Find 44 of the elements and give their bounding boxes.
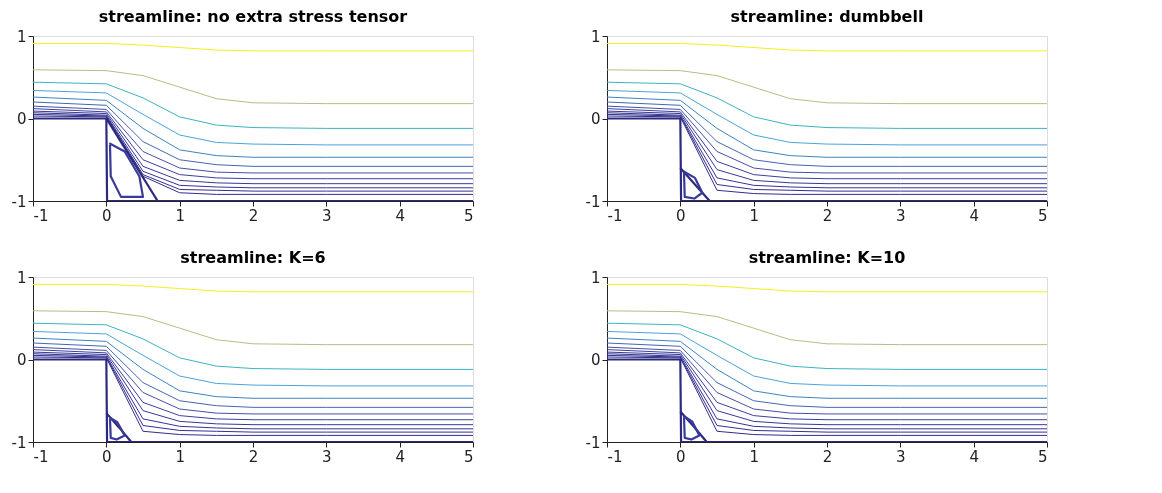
x-tick-label: 2 bbox=[248, 447, 259, 466]
x-tick-label: 3 bbox=[896, 447, 906, 466]
x-tick-label: 1 bbox=[749, 447, 759, 466]
chart-title: streamline: dumbbell bbox=[730, 7, 924, 26]
x-tick-label: 2 bbox=[822, 206, 833, 225]
x-tick-label: 2 bbox=[822, 447, 833, 466]
x-tick-label: 1 bbox=[175, 206, 185, 225]
x-tick-label: 5 bbox=[1037, 206, 1048, 225]
y-tick-label: 1 bbox=[16, 27, 27, 46]
y-tick-label: -1 bbox=[585, 433, 601, 452]
x-tick-label: -1 bbox=[33, 206, 49, 225]
y-tick-label: -1 bbox=[585, 192, 601, 211]
chart-title: streamline: no extra stress tensor bbox=[98, 7, 408, 26]
x-tick-label: 4 bbox=[969, 447, 979, 466]
y-tick-label: 0 bbox=[590, 110, 601, 128]
x-tick-label: 5 bbox=[463, 447, 474, 466]
x-tick-label: 1 bbox=[749, 206, 759, 225]
x-tick-label: 0 bbox=[102, 447, 112, 466]
x-tick-label: -1 bbox=[33, 447, 49, 466]
x-tick-label: -1 bbox=[607, 206, 623, 225]
y-tick-label: 1 bbox=[590, 268, 601, 287]
x-tick-label: -1 bbox=[607, 447, 623, 466]
x-tick-label: 0 bbox=[676, 206, 686, 225]
x-tick-label: 1 bbox=[175, 447, 185, 466]
x-tick-label: 3 bbox=[896, 206, 906, 225]
x-tick-label: 3 bbox=[322, 206, 332, 225]
x-tick-label: 0 bbox=[102, 206, 112, 225]
y-tick-label: 0 bbox=[16, 351, 27, 369]
y-tick-label: 0 bbox=[16, 110, 27, 128]
x-tick-label: 5 bbox=[463, 206, 474, 225]
x-tick-label: 3 bbox=[322, 447, 332, 466]
chart-title: streamline: K=6 bbox=[180, 248, 326, 267]
y-tick-label: 1 bbox=[590, 27, 601, 46]
y-tick-label: -1 bbox=[11, 192, 27, 211]
x-tick-label: 5 bbox=[1037, 447, 1048, 466]
x-tick-label: 4 bbox=[395, 447, 405, 466]
x-tick-label: 2 bbox=[248, 206, 259, 225]
x-tick-label: 0 bbox=[676, 447, 686, 466]
y-tick-label: 0 bbox=[590, 351, 601, 369]
y-tick-label: -1 bbox=[11, 433, 27, 452]
x-tick-label: 4 bbox=[395, 206, 405, 225]
chart-title: streamline: K=10 bbox=[748, 248, 906, 267]
x-tick-label: 4 bbox=[969, 206, 979, 225]
y-tick-label: 1 bbox=[16, 268, 27, 287]
